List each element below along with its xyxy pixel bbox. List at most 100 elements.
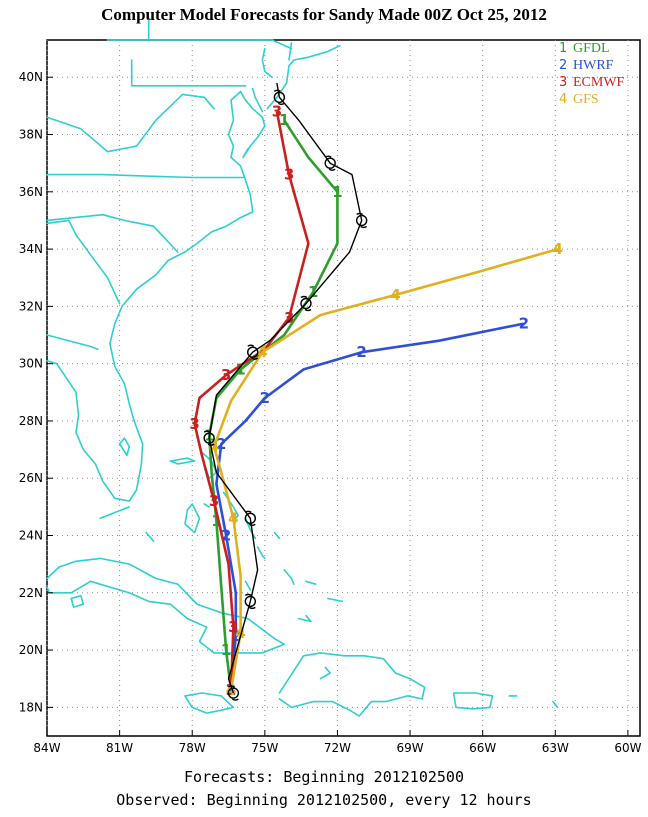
coastline-segment bbox=[46, 90, 266, 502]
legend-number: 3 bbox=[559, 75, 567, 90]
track-marker: 1 bbox=[235, 360, 245, 378]
coastline-segment bbox=[244, 580, 252, 591]
coastline-segment bbox=[452, 692, 494, 710]
coastline-segment bbox=[305, 580, 317, 585]
y-tick-label: 24N bbox=[19, 529, 43, 543]
legend-number: 4 bbox=[559, 92, 567, 107]
hurricane-symbol-tail bbox=[356, 212, 368, 229]
footer-observed: Observed: Beginning 2012102500, every 12… bbox=[116, 791, 532, 809]
hurricane-symbol bbox=[227, 687, 240, 699]
track-marker: 4 bbox=[226, 681, 236, 699]
track-marker: 2 bbox=[231, 627, 241, 645]
coastline-segment bbox=[46, 557, 285, 654]
x-tick-label: 60W bbox=[614, 741, 641, 755]
y-tick-label: 38N bbox=[19, 128, 43, 142]
track-marker: 4 bbox=[390, 286, 400, 304]
track-marker: 1 bbox=[221, 641, 231, 659]
legend-label: GFDL bbox=[573, 41, 610, 56]
track-marker: 1 bbox=[332, 183, 342, 201]
track-marker: 4 bbox=[235, 624, 245, 642]
hurricane-symbol bbox=[355, 214, 368, 227]
track-marker: 2 bbox=[260, 389, 270, 407]
axis-ticks: 84W 81W 78W 75W 72W 69W 66W 63W 60W 18N 20N 22N 24N 2… bbox=[19, 70, 642, 755]
legend-number: 2 bbox=[559, 58, 567, 73]
coastline-segment bbox=[70, 594, 85, 608]
coastline-segment bbox=[118, 437, 131, 457]
track-observed bbox=[203, 82, 368, 701]
coastline-segment bbox=[46, 173, 244, 179]
legend-number: 1 bbox=[559, 41, 567, 56]
x-tick-label: 78W bbox=[179, 741, 206, 755]
y-tick-label: 26N bbox=[19, 471, 43, 485]
y-tick-label: 20N bbox=[19, 643, 43, 657]
hurricane-symbol bbox=[300, 297, 312, 310]
track-marker: 4 bbox=[257, 343, 267, 361]
track-marker: 3 bbox=[284, 166, 294, 184]
track-line bbox=[193, 111, 310, 691]
track-line bbox=[215, 322, 525, 691]
track-marker: 4 bbox=[228, 509, 238, 527]
coastline-segment bbox=[46, 219, 121, 305]
grid-lines bbox=[46, 40, 640, 736]
y-tick-label: 36N bbox=[19, 185, 43, 199]
coastline-segment bbox=[278, 652, 426, 717]
x-tick-label: 69W bbox=[396, 741, 423, 755]
coastline-segment bbox=[552, 700, 559, 709]
coastline-segment bbox=[46, 93, 215, 153]
legend: 1 GFDL 2 HWRF 3 ECMWF 4 GFS bbox=[559, 41, 625, 107]
map-frame bbox=[46, 39, 641, 737]
x-tick-label: 75W bbox=[251, 741, 278, 755]
legend-label: HWRF bbox=[573, 58, 614, 73]
y-tick-label: 28N bbox=[19, 414, 43, 428]
track-line bbox=[208, 82, 363, 694]
x-tick-label: 81W bbox=[106, 741, 133, 755]
footer-forecasts: Forecasts: Beginning 2012102500 bbox=[184, 768, 464, 786]
track-marker: 3 bbox=[284, 309, 294, 327]
track-marker: 2 bbox=[216, 435, 226, 453]
hurricane-symbol-tail bbox=[244, 593, 256, 610]
coastline-segment bbox=[46, 213, 179, 253]
coastline-segment bbox=[283, 569, 295, 585]
x-tick-label: 63W bbox=[542, 741, 569, 755]
track-marker: 1 bbox=[279, 111, 289, 129]
coastline-segment bbox=[256, 546, 266, 560]
track-marker: 3 bbox=[209, 492, 219, 510]
hurricane-symbol-tail bbox=[244, 510, 256, 527]
hurricane-symbol bbox=[324, 157, 336, 169]
track-marker: 2 bbox=[519, 315, 529, 333]
track-marker: 1 bbox=[211, 512, 221, 530]
y-tick-label: 32N bbox=[19, 299, 43, 313]
coastline-segment bbox=[169, 457, 196, 465]
coastline-segment bbox=[327, 597, 344, 603]
coastlines bbox=[46, 19, 559, 717]
hurricane-symbol bbox=[273, 91, 286, 103]
coastline-segment bbox=[99, 506, 131, 520]
y-tick-label: 30N bbox=[19, 357, 43, 371]
track-marker: 3 bbox=[221, 366, 231, 384]
track-marker: 1 bbox=[308, 283, 318, 301]
coastline-segment bbox=[297, 614, 312, 623]
coastline-segment bbox=[145, 531, 155, 542]
coastline-segment bbox=[46, 334, 99, 351]
track-marker: 4 bbox=[552, 240, 562, 258]
x-tick-label: 66W bbox=[469, 741, 496, 755]
coastline-segment bbox=[288, 42, 293, 61]
coastline-segment bbox=[203, 503, 210, 508]
track-gfs: 4 4 4 4 4 4 4 bbox=[209, 240, 563, 699]
coastline-segment bbox=[184, 503, 201, 534]
track-line bbox=[212, 247, 559, 691]
track-line bbox=[207, 119, 339, 691]
y-tick-label: 22N bbox=[19, 586, 43, 600]
y-tick-label: 34N bbox=[19, 242, 43, 256]
coastline-segment bbox=[273, 531, 281, 540]
x-tick-label: 72W bbox=[324, 741, 351, 755]
legend-label: GFS bbox=[573, 92, 599, 107]
hurricane-symbol-tail bbox=[227, 685, 239, 701]
track-marker: 3 bbox=[189, 415, 199, 433]
coastline-segment bbox=[261, 47, 273, 78]
track-marker: 3 bbox=[272, 103, 282, 121]
track-marker: 4 bbox=[209, 438, 219, 456]
hurricane-symbol bbox=[203, 432, 215, 444]
